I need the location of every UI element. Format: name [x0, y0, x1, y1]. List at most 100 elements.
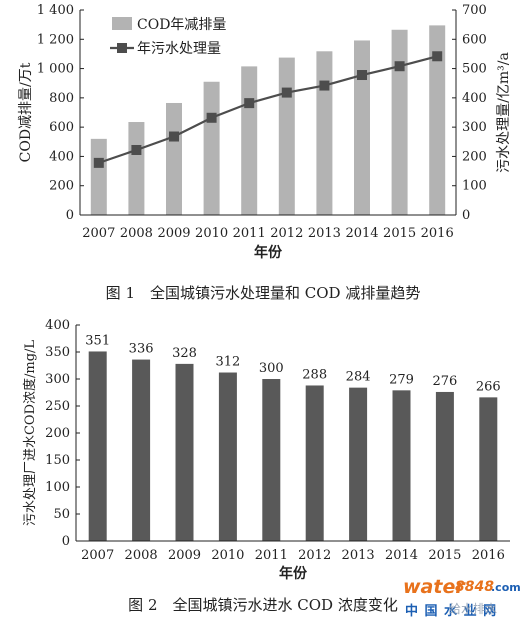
- x-tick-label: 2010: [195, 226, 228, 241]
- data-label: 276: [432, 374, 457, 389]
- x-tick-label-2: 2008: [125, 548, 158, 563]
- x-tick-label-2: 2010: [211, 548, 244, 563]
- x-tick-label-2: 2012: [298, 548, 331, 563]
- y-tick-label-right: 100: [462, 179, 487, 194]
- point-wastewater-2010: [206, 112, 217, 123]
- x-tick-label-2: 2007: [81, 548, 114, 563]
- watermark-brand-c: .com: [491, 581, 521, 594]
- y-tick-label-2: 150: [45, 453, 70, 468]
- bar-cod-concentration-2015: [435, 391, 454, 541]
- bar-cod-concentration-2008: [132, 359, 151, 541]
- y-tick-label-left: 0: [66, 208, 74, 223]
- bar-cod-reduction-2007: [90, 138, 107, 215]
- y-tick-label-right: 700: [462, 3, 487, 18]
- legend-swatch-marker: [117, 43, 127, 53]
- point-wastewater-2009: [169, 131, 179, 142]
- y-tick-label-left: 1 400: [37, 3, 74, 18]
- y-tick-label-left: 1 000: [37, 62, 74, 77]
- x-tick-label: 2009: [157, 226, 190, 241]
- y-tick-label-2: 350: [45, 345, 70, 360]
- watermark-brand-b: 8848: [455, 579, 494, 595]
- x-tick-label: 2007: [82, 226, 115, 241]
- bar-cod-reduction-2008: [128, 122, 145, 215]
- point-wastewater-2008: [131, 144, 142, 155]
- y-tick-label-right: 0: [462, 208, 470, 223]
- x-tick-label-2: 2013: [342, 548, 375, 563]
- bar-cod-concentration-2012: [305, 385, 324, 541]
- watermark-line2: 中 国 水 业 网: [405, 604, 498, 619]
- y-tick-label-right: 300: [462, 120, 487, 135]
- y-tick-label-left: 800: [49, 91, 74, 106]
- y-tick-label-2: 0: [62, 534, 70, 549]
- data-label: 328: [172, 346, 197, 361]
- y-axis-title-left: COD减排量/万t: [18, 62, 34, 162]
- figure-2-caption: 图 2 全国城镇污水进水 COD 浓度变化: [128, 596, 398, 614]
- y-tick-label-2: 200: [45, 426, 70, 441]
- x-tick-label: 2016: [421, 226, 454, 241]
- y-tick-label-left: 200: [49, 179, 74, 194]
- bar-cod-reduction-2009: [166, 102, 182, 215]
- point-wastewater-2014: [357, 70, 367, 81]
- data-label: 312: [215, 355, 240, 370]
- y-axis-title-right: 污水处理量/亿m³/a: [496, 52, 512, 173]
- y-axis-title-2: 污水处理厂进水COD浓度/mg/L: [22, 340, 38, 526]
- x-tick-label-2: 2016: [472, 548, 505, 563]
- x-tick-label: 2015: [383, 226, 416, 241]
- bar-cod-concentration-2011: [262, 379, 281, 541]
- x-axis-title-2: 年份: [279, 565, 308, 582]
- data-label: 284: [346, 370, 371, 385]
- point-wastewater-2007: [93, 157, 104, 168]
- bar-cod-concentration-2009: [175, 363, 194, 541]
- bar-cod-reduction-2014: [354, 40, 370, 216]
- x-tick-label: 2014: [345, 226, 378, 241]
- x-axis-title: 年份: [254, 244, 283, 261]
- watermark-wechat: 给水排水: [449, 602, 498, 616]
- bar-cod-concentration-2010: [218, 372, 237, 541]
- bar-cod-concentration-2013: [349, 387, 368, 541]
- y-tick-label-2: 250: [45, 399, 70, 414]
- y-tick-label-left: 600: [49, 120, 74, 135]
- legend-label-bar: COD年减排量: [137, 17, 226, 33]
- bar-cod-reduction-2016: [429, 25, 446, 215]
- data-label: 336: [129, 342, 154, 357]
- x-tick-label: 2012: [270, 226, 303, 241]
- data-label: 300: [259, 361, 284, 376]
- point-wastewater-2012: [281, 87, 292, 98]
- x-tick-label-2: 2009: [168, 548, 201, 563]
- bar-cod-reduction-2010: [203, 81, 220, 215]
- watermark: water 8848 .com 中 国 水 业 网 给水排水: [403, 576, 523, 622]
- y-tick-label-right: 400: [462, 91, 487, 106]
- y-tick-label-left: 400: [49, 149, 74, 164]
- bar-cod-reduction-2015: [391, 29, 408, 216]
- x-tick-label-2: 2011: [255, 548, 288, 563]
- data-label: 279: [389, 372, 414, 387]
- x-tick-label: 2008: [120, 226, 153, 241]
- x-tick-label: 2011: [233, 226, 266, 241]
- y-tick-label-2: 400: [45, 318, 70, 333]
- data-label: 288: [302, 367, 327, 382]
- bar-cod-reduction-2012: [278, 57, 295, 215]
- data-label: 351: [85, 333, 110, 348]
- y-tick-label-left: 1 200: [37, 32, 74, 47]
- bar-cod-concentration-2014: [392, 390, 411, 541]
- point-wastewater-2016: [432, 51, 443, 62]
- y-tick-label-2: 100: [45, 480, 70, 495]
- bar-cod-concentration-2007: [88, 351, 107, 541]
- y-tick-label-right: 500: [462, 62, 487, 77]
- x-tick-label: 2013: [308, 226, 341, 241]
- point-wastewater-2013: [319, 80, 330, 91]
- x-tick-label-2: 2015: [428, 548, 461, 563]
- line-wastewater-treatment: [98, 55, 438, 164]
- legend-label-line: 年污水处理量: [137, 41, 221, 57]
- bar-cod-concentration-2016: [479, 397, 498, 541]
- data-label: 266: [476, 379, 501, 394]
- point-wastewater-2011: [244, 98, 255, 109]
- watermark-brand-a: water: [403, 576, 465, 598]
- y-tick-label-2: 300: [45, 372, 70, 387]
- y-tick-label-2: 50: [53, 507, 70, 522]
- y-tick-label-right: 600: [462, 32, 487, 47]
- point-wastewater-2015: [394, 61, 405, 72]
- x-tick-label-2: 2014: [385, 548, 418, 563]
- bar-cod-reduction-2013: [316, 51, 333, 215]
